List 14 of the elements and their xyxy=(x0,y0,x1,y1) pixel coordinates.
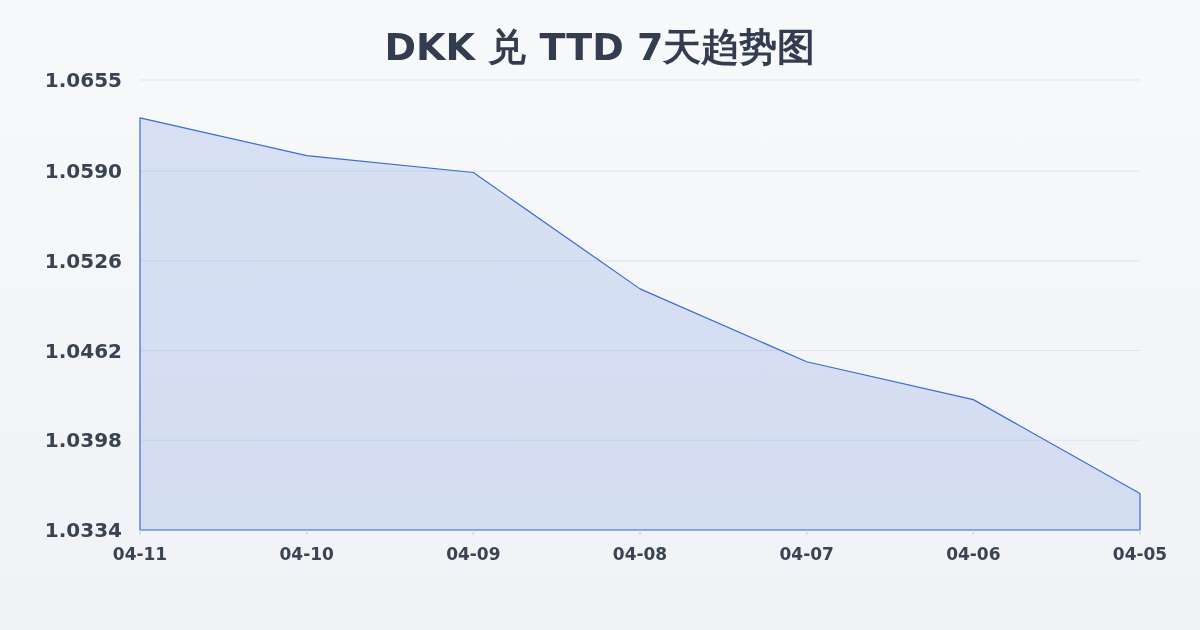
y-tick-label: 1.0590 xyxy=(44,159,122,184)
x-tick-label: 04-11 xyxy=(112,544,168,564)
x-tick-label: 04-08 xyxy=(612,544,668,564)
y-tick-label: 1.0526 xyxy=(44,248,122,273)
y-tick-label: 1.0462 xyxy=(44,338,122,363)
x-tick-label: 04-09 xyxy=(446,544,501,564)
y-tick-label: 1.0334 xyxy=(44,518,122,542)
y-tick-label: 1.0398 xyxy=(44,428,122,453)
x-tick-label: 04-07 xyxy=(779,544,834,564)
y-tick-label: 1.0655 xyxy=(44,68,122,92)
x-tick-label: 04-05 xyxy=(1112,544,1168,564)
x-tick-label: 04-10 xyxy=(279,544,335,564)
chart-title: DKK 兑 TTD 7天趋势图 xyxy=(384,25,816,69)
x-tick-label: 04-06 xyxy=(946,544,1001,564)
